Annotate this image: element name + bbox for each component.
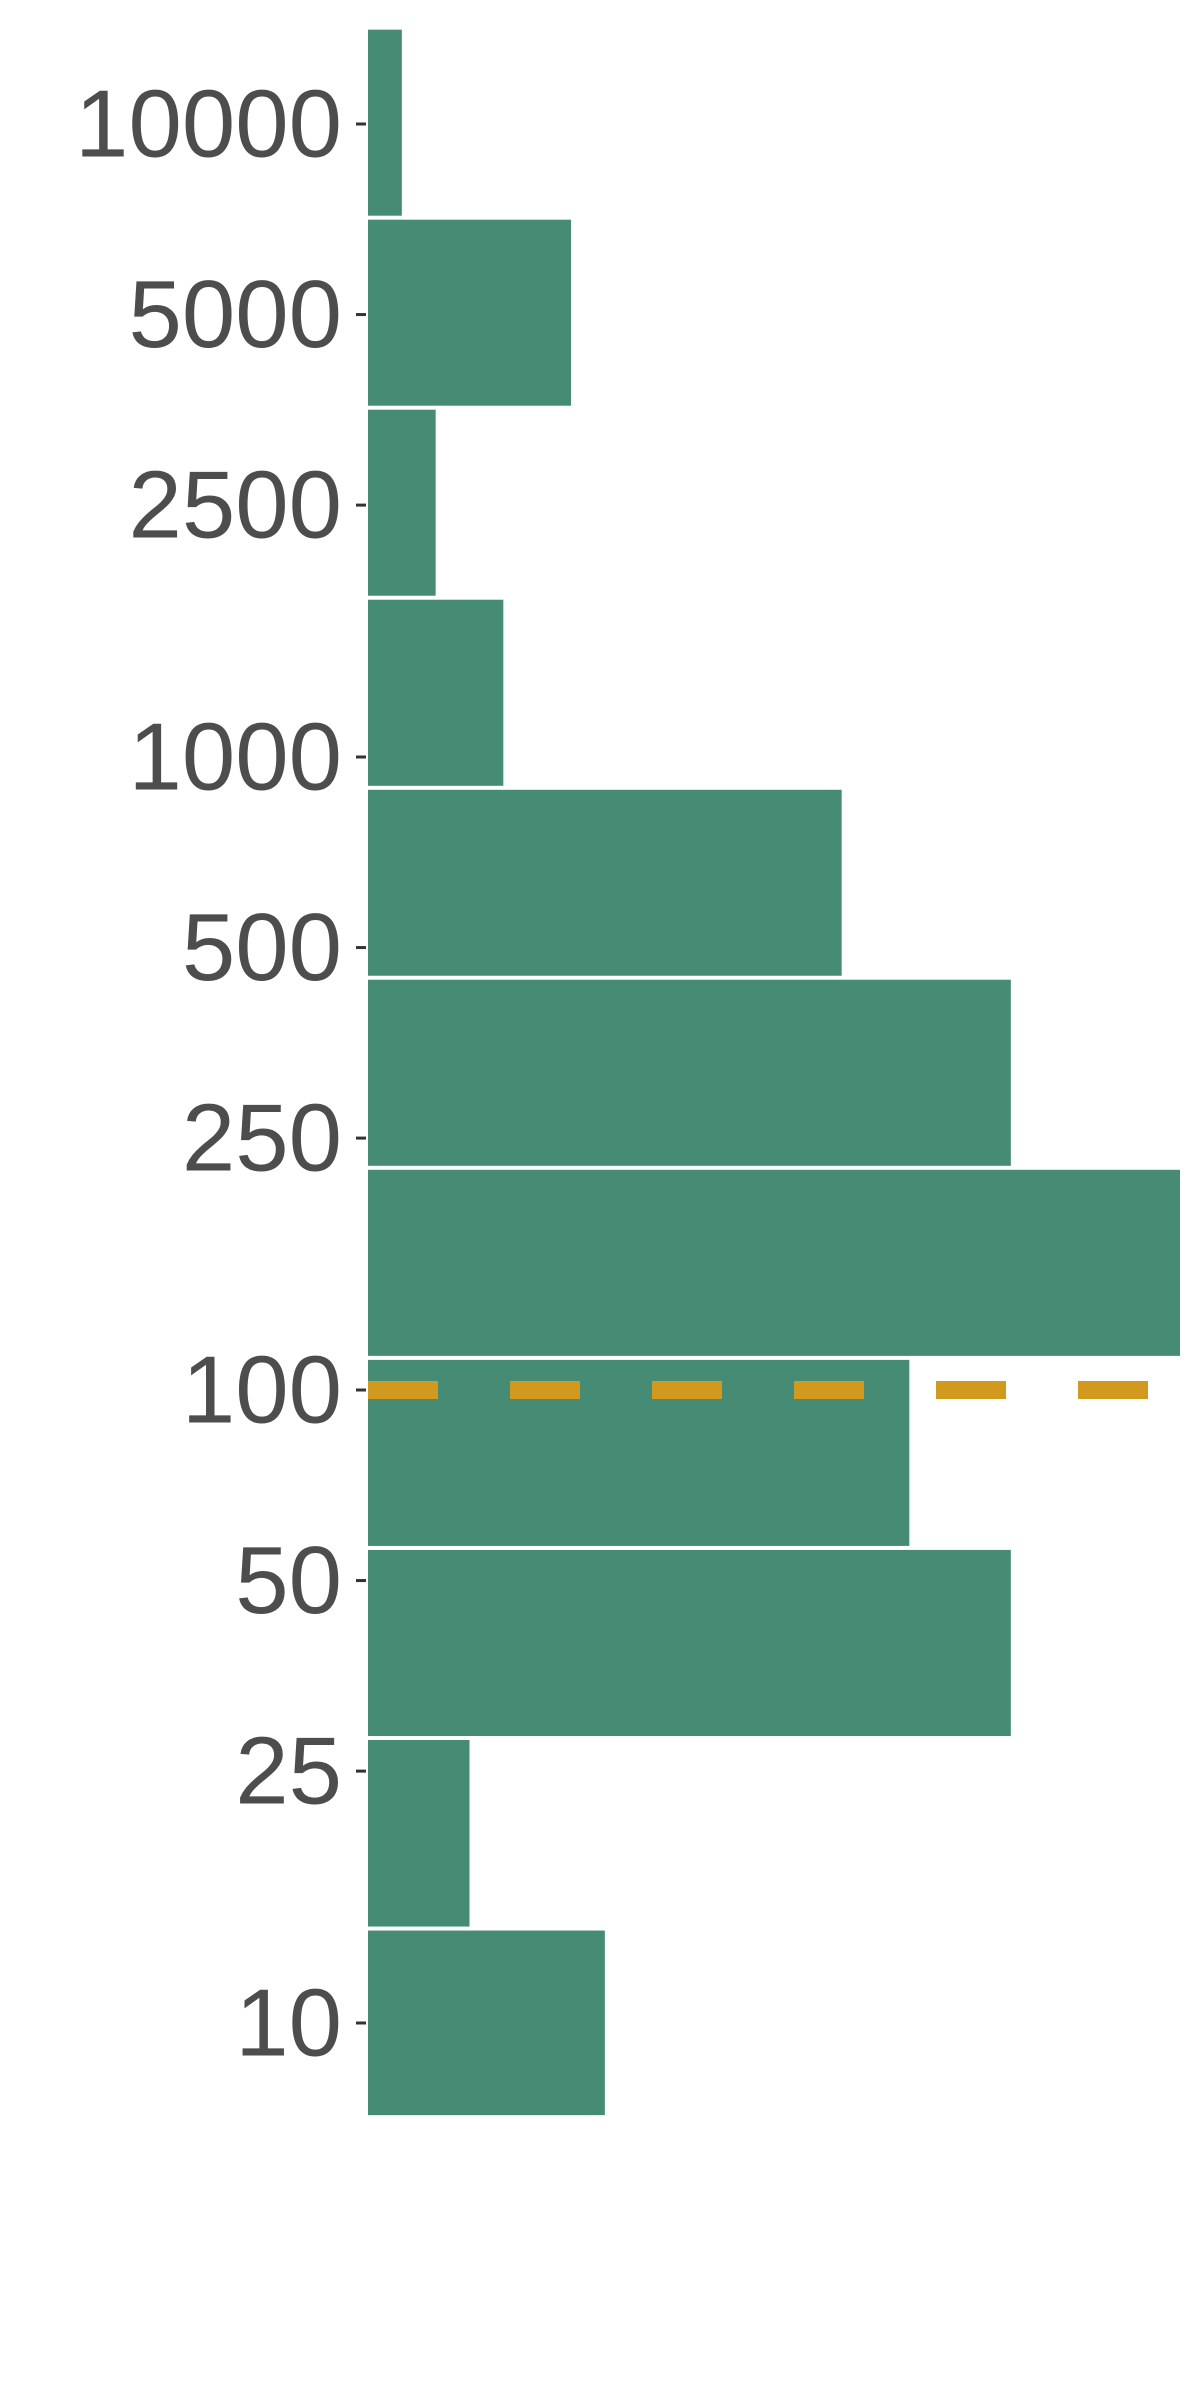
histogram-bar bbox=[368, 1739, 470, 1927]
histogram-bar bbox=[368, 789, 842, 976]
histogram-bar bbox=[368, 29, 402, 216]
y-tick-label: 250 bbox=[182, 1085, 342, 1192]
y-tick-label: 1000 bbox=[128, 704, 342, 811]
histogram-bar bbox=[368, 219, 571, 406]
y-axis: 10 25 50 100 250 500 1000 2500 5000 10000 bbox=[75, 71, 366, 2077]
histogram-bar bbox=[368, 1549, 1011, 1736]
y-tick-label: 10 bbox=[235, 1970, 342, 2077]
histogram-bar bbox=[368, 1169, 1180, 1356]
bars-layer bbox=[368, 29, 1180, 2116]
y-tick-label: 5000 bbox=[128, 261, 342, 368]
y-tick-label: 25 bbox=[235, 1718, 342, 1825]
histogram-bar bbox=[368, 409, 436, 596]
histogram-bar bbox=[368, 1930, 605, 2116]
y-tick-label: 2500 bbox=[128, 452, 342, 559]
histogram-bar bbox=[368, 599, 504, 786]
y-tick-label: 50 bbox=[235, 1527, 342, 1634]
y-tick-label: 100 bbox=[182, 1337, 342, 1444]
y-tick-label: 10000 bbox=[75, 71, 342, 178]
y-tick-label: 500 bbox=[182, 894, 342, 1001]
histogram-bar bbox=[368, 979, 1011, 1166]
